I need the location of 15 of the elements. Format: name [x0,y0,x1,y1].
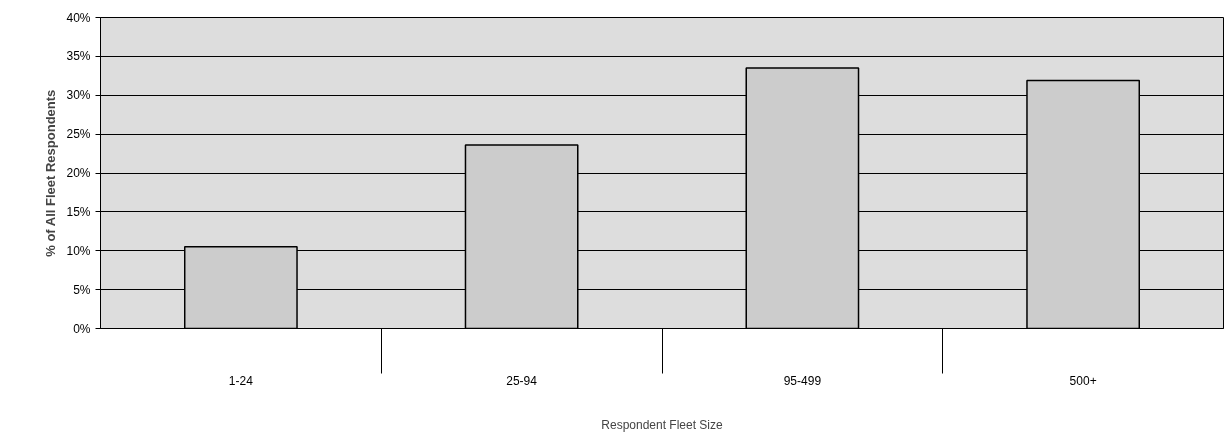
y-tick-label: 25% [66,127,91,142]
y-tick-label: 20% [66,166,91,180]
x-axis-title: Respondent Fleet Size [601,417,724,432]
y-tick-label: 10% [66,243,91,258]
y-tick-label: 35% [66,49,91,64]
y-tick-label: 40% [66,10,91,25]
y-tick-label: 30% [66,88,91,103]
y-axis-title: % of All Fleet Respondents [43,89,59,257]
y-tick-label: 0% [73,321,91,336]
x-tick-label: 25-94 [506,373,538,388]
x-tick-label: 1-24 [228,373,254,388]
x-tick-label: 500+ [1069,373,1097,388]
y-tick-label: 5% [73,282,91,297]
y-tick-label: 15% [66,204,91,219]
x-tick-label: 95-499 [783,373,822,388]
